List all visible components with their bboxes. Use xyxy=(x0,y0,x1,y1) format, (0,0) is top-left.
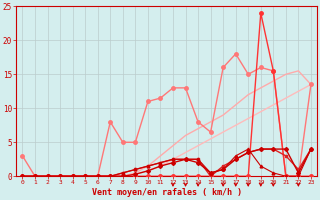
X-axis label: Vent moyen/en rafales ( km/h ): Vent moyen/en rafales ( km/h ) xyxy=(92,188,242,197)
